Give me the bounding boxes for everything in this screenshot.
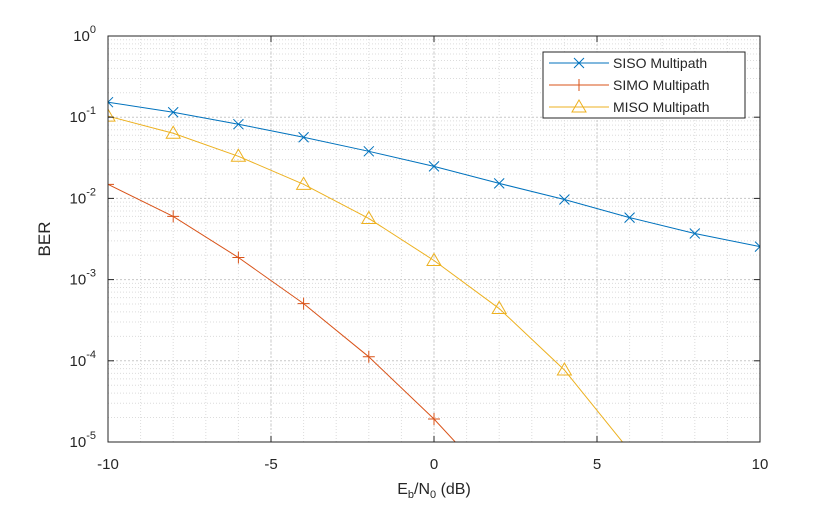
marker [295, 176, 312, 190]
plot [108, 96, 760, 496]
marker [363, 145, 375, 157]
x-tick-label: 10 [752, 456, 769, 473]
y-tick-base: 10 [70, 434, 87, 451]
marker [108, 96, 114, 108]
y-tick-exponent: -4 [86, 349, 96, 361]
y-tick-base: 10 [70, 109, 87, 126]
marker [493, 484, 505, 496]
marker [559, 194, 570, 205]
series-line [108, 115, 624, 442]
marker [754, 241, 760, 252]
y-tick-exponent: -2 [86, 186, 96, 198]
marker [689, 228, 701, 239]
marker [493, 178, 505, 189]
marker [108, 178, 114, 191]
legend: SISO Multipath SIMO Multipath MISO Multipa… [542, 51, 746, 119]
x-tick-label: 5 [593, 456, 601, 473]
marker [165, 125, 182, 139]
y-tick-base: 10 [70, 353, 87, 370]
y-tick-base: 10 [70, 272, 87, 289]
y-tick-label: 100 [73, 24, 96, 45]
marker [426, 252, 442, 266]
marker [428, 412, 440, 425]
marker [230, 148, 247, 162]
x-tick-label: -10 [97, 456, 119, 473]
marker [624, 212, 635, 223]
y-axis-label: BER [35, 222, 54, 257]
y-tick-label: 10-4 [70, 349, 96, 370]
x-tick-label: -5 [264, 456, 277, 473]
marker [298, 131, 309, 143]
y-tick-exponent: -1 [86, 105, 96, 117]
y-tick-label: 10-3 [70, 268, 96, 289]
marker [167, 106, 179, 118]
marker [428, 161, 440, 172]
y-tick-base: 10 [70, 190, 87, 207]
marker [297, 297, 310, 310]
x-axis-label: Eb/N0 (dB) [397, 481, 471, 501]
marker [167, 210, 180, 223]
y-tick-label: 10-1 [70, 105, 96, 126]
marker [571, 99, 587, 113]
marker [232, 251, 245, 264]
x-label-sub: 0 [430, 489, 436, 501]
marker [360, 210, 377, 224]
grid [107, 35, 761, 443]
marker [623, 444, 637, 456]
marker [573, 57, 585, 69]
x-label-part: E [397, 481, 408, 498]
marker [556, 362, 573, 376]
y-tick-label: 10-2 [70, 186, 96, 207]
marker [108, 108, 116, 122]
x-label-sub: b [408, 489, 414, 501]
marker [362, 350, 375, 363]
x-label-part: /N [414, 481, 430, 498]
y-tick-exponent: -3 [86, 268, 96, 280]
marker [233, 118, 244, 130]
y-tick-label: 10-5 [70, 430, 96, 451]
y-tick-exponent: -5 [86, 430, 96, 442]
marker [573, 79, 585, 91]
x-label-part: (dB) [436, 481, 471, 498]
legend-label: MISO Multipath [613, 99, 709, 115]
legend-label: SIMO Multipath [613, 77, 709, 93]
marker [491, 300, 508, 315]
y-tick-base: 10 [73, 28, 90, 45]
x-tick-label: 0 [430, 456, 438, 473]
y-tick-exponent: 0 [90, 24, 96, 36]
legend-label: SISO Multipath [613, 55, 707, 71]
